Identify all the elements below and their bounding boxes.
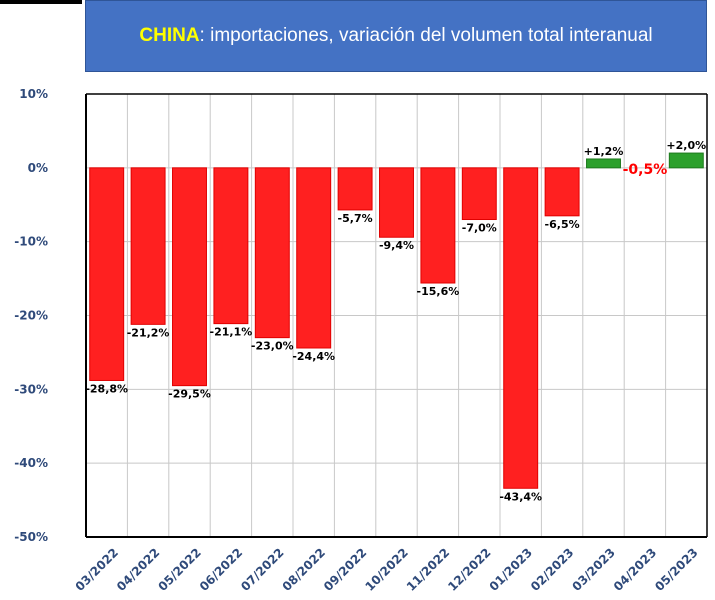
y-tick-labels: 10% 0% -10% -20% -30% -40% -50% [14,87,48,544]
data-label: -43,4% [499,490,542,503]
bars [90,153,704,488]
x-tick-label: 02/2023 [528,545,576,593]
x-tick-label: 03/2022 [73,545,121,593]
data-label: +1,2% [584,145,624,158]
data-label: -29,5% [168,388,211,401]
bar [587,159,621,168]
x-tick-label: 06/2022 [197,545,245,593]
bar [338,168,372,210]
x-tick-label: 12/2022 [445,545,493,593]
y-tick-label: -30% [14,382,48,396]
y-tick-label: -50% [14,530,48,544]
x-tick-label: 08/2022 [280,545,328,593]
data-label: -28,8% [85,382,128,395]
x-tick-label: 05/2023 [652,545,700,593]
data-label: -21,1% [210,326,253,339]
data-label: +2,0% [666,139,706,152]
x-tick-label: 04/2023 [611,545,659,593]
bar [131,168,165,325]
bar [669,153,703,168]
x-tick-label: 11/2022 [404,545,452,593]
y-tick-label: -10% [14,235,48,249]
bar [545,168,579,216]
data-label: -15,6% [417,285,460,298]
x-tick-label: 05/2022 [155,545,203,593]
x-tick-label: 04/2022 [114,545,162,593]
bar [255,168,289,338]
bar [173,168,207,386]
data-label: -9,4% [379,239,414,252]
data-label-highlight: -0,5% [623,162,668,178]
x-tick-label: 07/2022 [238,545,286,593]
bar [504,168,538,488]
data-label: -23,0% [251,340,294,353]
bar [380,168,414,237]
data-label: -7,0% [462,222,497,235]
bar [90,168,124,381]
x-tick-label: 03/2023 [569,545,617,593]
bar [421,168,455,283]
y-tick-label: -40% [14,456,48,470]
bar [297,168,331,348]
x-tick-label: 10/2022 [362,545,410,593]
bar [214,168,248,324]
data-label: -5,7% [338,212,373,225]
y-tick-label: 10% [19,87,48,101]
x-tick-label: 01/2023 [487,545,535,593]
y-tick-label: -20% [14,309,48,323]
data-label: -21,2% [127,326,170,339]
data-label: -6,5% [545,218,580,231]
bar [462,168,496,220]
x-tick-labels: 03/202204/202205/202206/202207/202208/20… [73,545,701,593]
y-tick-label: 0% [28,161,48,175]
data-label: -24,4% [292,350,335,363]
x-tick-label: 09/2022 [321,545,369,593]
